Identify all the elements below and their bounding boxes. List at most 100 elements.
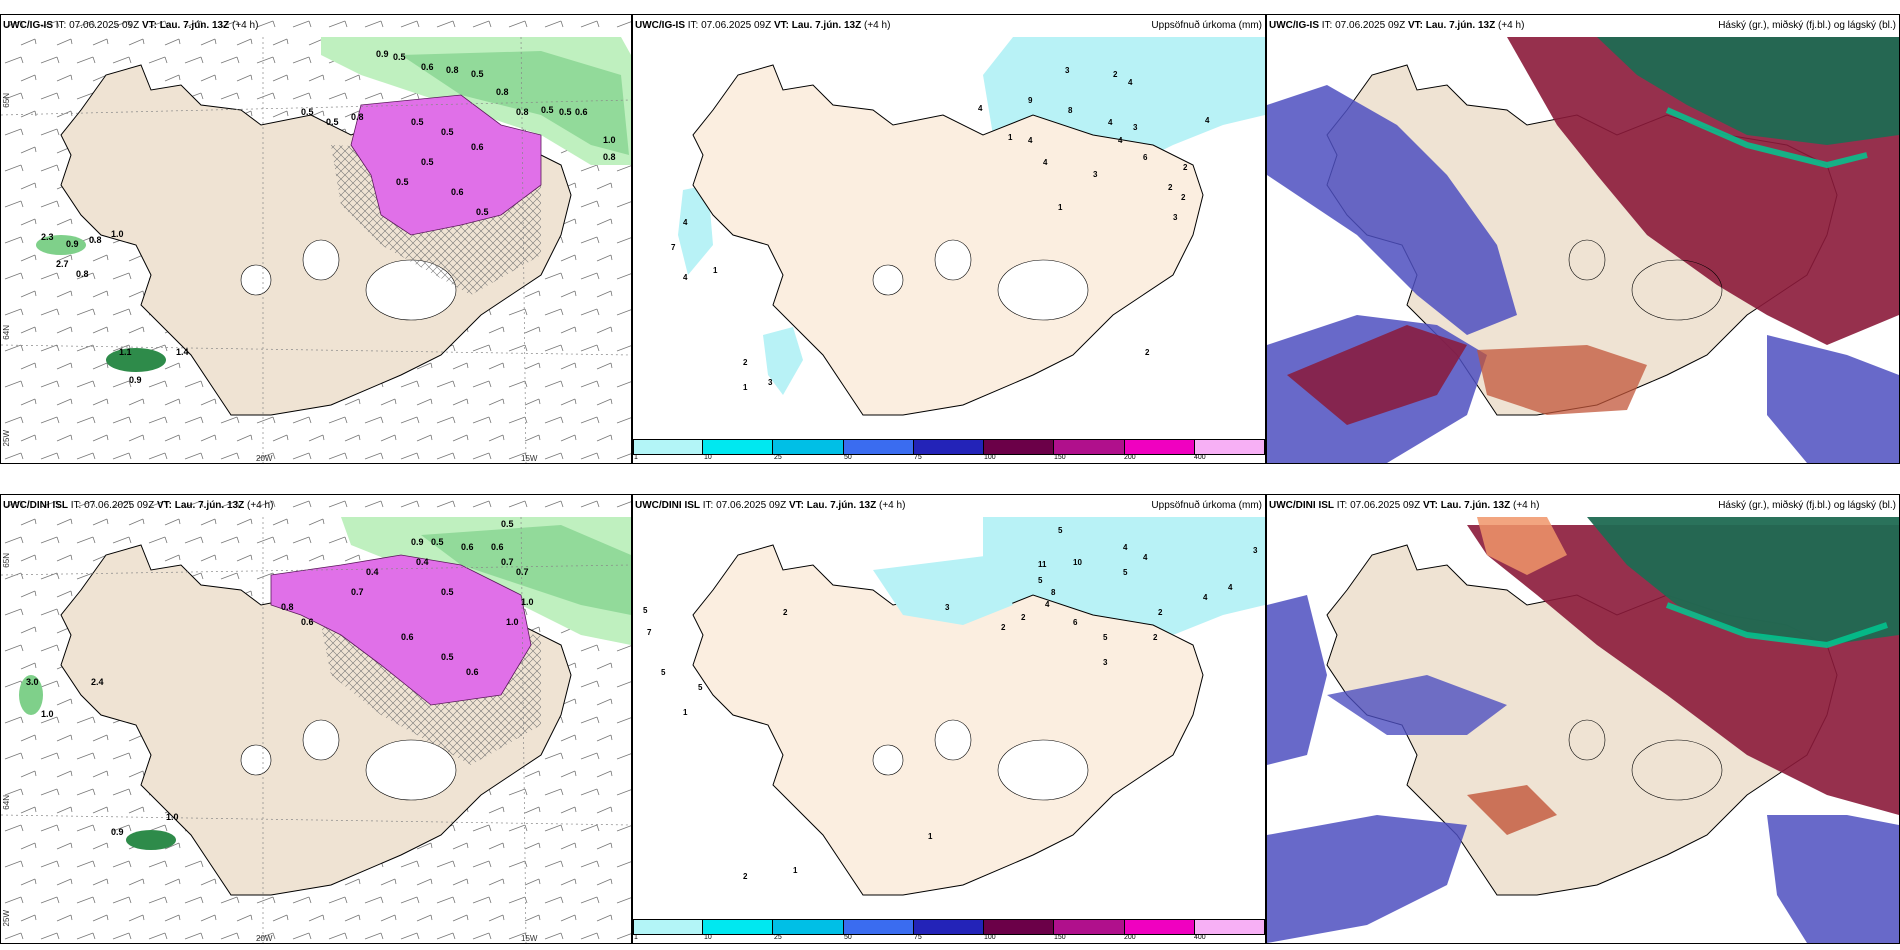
panel-title: Uppsöfnuð úrkoma (mm) — [1151, 500, 1262, 511]
panel-wind-precip-igis: UWC/IG-IS IT: 07.06.2025 09Z VT: Lau. 7.… — [0, 14, 632, 464]
glacier-langjokull — [934, 719, 972, 761]
colorbar-tick: 25 — [774, 454, 782, 461]
precip-zone-west — [36, 235, 86, 255]
value-label: 4 — [683, 218, 688, 227]
value-label: 2 — [1183, 163, 1188, 172]
value-label: 4 — [1108, 118, 1113, 127]
value-label: 0.8 — [351, 112, 364, 122]
value-label: 7 — [647, 628, 652, 637]
high-cloud-north — [1587, 517, 1899, 645]
value-label: 4 — [1228, 583, 1233, 592]
value-label: 0.9 — [411, 537, 424, 547]
value-label: 3 — [1093, 170, 1098, 179]
colorbar-tick: 75 — [914, 454, 922, 461]
value-label: 3 — [768, 378, 773, 387]
value-label: 5 — [643, 606, 648, 615]
high-cloud-edge — [1665, 602, 1888, 649]
value-label: 3 — [945, 603, 950, 612]
colorbar-tick: 75 — [914, 934, 922, 941]
colorbar-tick: 10 — [704, 934, 712, 941]
precip-colorbar — [633, 439, 1265, 455]
value-label: 5 — [1058, 526, 1063, 535]
colorbar-tick: 200 — [1124, 934, 1136, 941]
precip-zone-north — [873, 555, 1013, 625]
colorbar-segment — [1054, 919, 1125, 935]
value-label: 1 — [713, 266, 718, 275]
glacier-langjokull — [1568, 719, 1606, 761]
value-label: 6 — [1143, 153, 1148, 162]
lat-label-64n: 64N — [2, 795, 11, 810]
value-label: 1.0 — [603, 135, 616, 145]
value-label: 0.6 — [421, 62, 434, 72]
precip-zone-west — [19, 675, 43, 715]
glacier-vatnajokull — [1631, 259, 1723, 321]
panel-clouds-igis: UWC/IG-IS IT: 07.06.2025 09Z VT: Lau. 7.… — [1266, 14, 1900, 464]
value-label: 3 — [1065, 66, 1070, 75]
high-cloud-north — [1597, 37, 1899, 145]
glacier-hofsjokull — [872, 744, 904, 776]
panel-accum-precip-dini: UWC/DINI ISL IT: 07.06.2025 09Z VT: Lau.… — [632, 494, 1266, 944]
value-label: 0.8 — [496, 87, 509, 97]
colorbar-tick: 50 — [844, 454, 852, 461]
lon-label-20w: 20W — [256, 454, 273, 463]
value-label: 0.8 — [89, 235, 102, 245]
value-label: 0.6 — [401, 632, 414, 642]
cloud-layers-map — [1267, 517, 1899, 943]
colorbar-tick: 400 — [1194, 454, 1206, 461]
colorbar-tick: 50 — [844, 934, 852, 941]
panel-header: UWC/DINI ISL IT: 07.06.2025 09Z VT: Lau.… — [3, 500, 274, 511]
value-label: 0.5 — [421, 157, 434, 167]
glacier-langjokull — [1568, 239, 1606, 281]
high-cloud-edge — [1665, 107, 1868, 169]
value-label: 2 — [1158, 608, 1163, 617]
value-label: 2.3 — [41, 232, 54, 242]
wind-precip-map: 0.5 0.9 0.5 0.4 0.6 0.6 0.7 0.7 1.0 1.0 … — [1, 495, 631, 943]
lon-label-15w: 15W — [521, 454, 538, 463]
value-label: 0.8 — [603, 152, 616, 162]
colorbar-segment — [984, 919, 1055, 935]
glacier-hofsjokull — [240, 744, 272, 776]
value-label: 1.0 — [521, 597, 534, 607]
colorbar-segment — [843, 439, 914, 455]
precip-zone-sw — [106, 348, 166, 372]
value-label: 0.5 — [559, 107, 572, 117]
glacier-langjokull — [302, 719, 340, 761]
colorbar-segment — [633, 439, 704, 455]
low-cloud-sw — [1267, 815, 1467, 943]
lon-label-15w: 15W — [521, 934, 538, 943]
value-label: 4 — [1205, 116, 1210, 125]
colorbar-segment — [703, 439, 774, 455]
lat-label-65n: 65N — [2, 93, 11, 108]
panel-title: Háský (gr.), miðský (fj.bl.) og lágský (… — [1718, 500, 1896, 511]
precip-zone-sw — [763, 327, 803, 395]
value-label: 2.4 — [91, 677, 104, 687]
value-label: 5 — [1038, 576, 1043, 585]
glacier-langjokull — [302, 239, 340, 281]
value-label: 0.5 — [476, 207, 489, 217]
value-label: 0.8 — [516, 107, 529, 117]
value-label: 5 — [1123, 568, 1128, 577]
value-label: 2.7 — [56, 259, 69, 269]
value-label: 1.0 — [111, 229, 124, 239]
value-label: 0.6 — [466, 667, 479, 677]
colorbar-tick: 100 — [984, 934, 996, 941]
glacier-langjokull — [934, 239, 972, 281]
value-label: 10 — [1073, 558, 1082, 567]
value-label: 0.4 — [416, 557, 429, 567]
value-label: 0.6 — [471, 142, 484, 152]
value-label: 0.9 — [66, 239, 79, 249]
colorbar-segment — [773, 919, 844, 935]
colorbar-segment — [1124, 919, 1195, 935]
value-label: 6 — [1073, 618, 1078, 627]
value-label: 0.5 — [393, 52, 406, 62]
value-label: 11 — [1038, 560, 1047, 569]
colorbar-segment — [773, 439, 844, 455]
precip-colorbar — [633, 919, 1265, 935]
value-label: 2 — [1168, 183, 1173, 192]
value-label: 0.8 — [76, 269, 89, 279]
value-label: 3 — [1133, 123, 1138, 132]
value-label: 0.6 — [301, 617, 314, 627]
mid-cloud-sw — [1287, 325, 1467, 425]
value-label: 0.5 — [441, 127, 454, 137]
mid-cloud-south — [1467, 785, 1557, 835]
